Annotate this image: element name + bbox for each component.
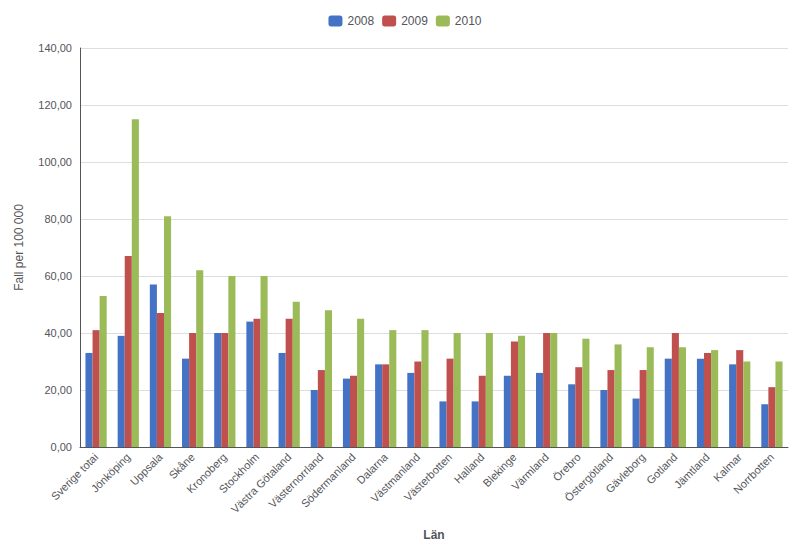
svg-text:Norrbotten: Norrbotten bbox=[731, 451, 776, 496]
svg-text:Gävleborg: Gävleborg bbox=[603, 451, 647, 495]
svg-text:Kronoberg: Kronoberg bbox=[184, 450, 230, 496]
svg-text:Stockholm: Stockholm bbox=[216, 450, 262, 496]
svg-text:Västernorrland: Västernorrland bbox=[266, 451, 325, 510]
svg-text:2010: 2010 bbox=[455, 14, 482, 28]
svg-text:Jämtland: Jämtland bbox=[672, 451, 712, 491]
svg-text:80,00: 80,00 bbox=[44, 213, 72, 225]
svg-text:60,00: 60,00 bbox=[44, 270, 72, 282]
svg-text:140,00: 140,00 bbox=[38, 42, 72, 54]
svg-text:Värmland: Värmland bbox=[509, 451, 551, 493]
svg-text:Halland: Halland bbox=[451, 450, 487, 486]
svg-text:100,00: 100,00 bbox=[38, 156, 72, 168]
svg-text:2008: 2008 bbox=[347, 14, 374, 28]
svg-text:Västmanland: Västmanland bbox=[368, 450, 423, 505]
svg-text:Jönköping: Jönköping bbox=[89, 451, 133, 495]
svg-text:Västra Götaland: Västra Götaland bbox=[228, 450, 294, 516]
svg-text:Län: Län bbox=[423, 528, 444, 542]
svg-text:40,00: 40,00 bbox=[44, 327, 72, 339]
svg-text:Västerbotten: Västerbotten bbox=[402, 451, 455, 504]
svg-text:2009: 2009 bbox=[401, 14, 428, 28]
svg-text:20,00: 20,00 bbox=[44, 384, 72, 396]
svg-text:Dalarna: Dalarna bbox=[354, 450, 390, 487]
svg-text:Kalmar: Kalmar bbox=[710, 450, 744, 484]
svg-text:Gotland: Gotland bbox=[643, 450, 680, 487]
svg-text:120,00: 120,00 bbox=[38, 99, 72, 111]
svg-text:Blekinge: Blekinge bbox=[480, 450, 519, 489]
svg-text:Uppsala: Uppsala bbox=[128, 450, 166, 488]
svg-text:Östergötland: Östergötland bbox=[562, 451, 615, 504]
svg-text:Örebro: Örebro bbox=[550, 450, 584, 484]
svg-text:Fall per 100 000: Fall per 100 000 bbox=[12, 204, 26, 291]
svg-text:Sverige totai: Sverige totai bbox=[49, 451, 101, 503]
svg-text:Södermanland: Södermanland bbox=[299, 451, 358, 510]
svg-text:Skåne: Skåne bbox=[166, 451, 197, 482]
svg-text:0,00: 0,00 bbox=[51, 441, 72, 453]
